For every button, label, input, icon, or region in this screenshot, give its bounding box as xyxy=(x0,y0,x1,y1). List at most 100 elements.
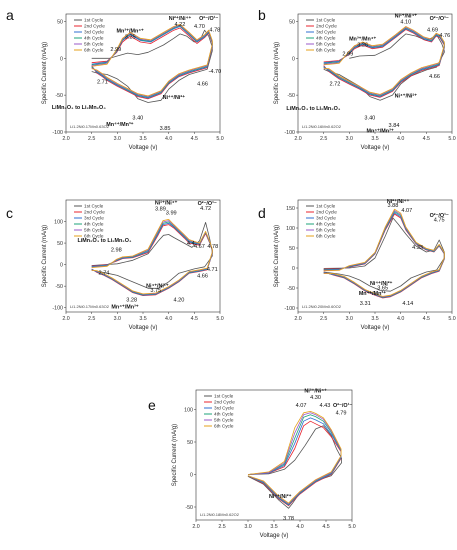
legend-entry: 5th Cycle xyxy=(316,42,336,47)
series-group xyxy=(247,411,342,509)
annotation-label: 4.33 xyxy=(412,245,423,251)
annotation-label: Ni⁴⁺/Ni²⁺ xyxy=(269,494,292,500)
x-tick-label: 4.5 xyxy=(423,136,430,142)
annotation-label: 4.43 xyxy=(320,403,331,409)
legend-entry: 6th Cycle xyxy=(214,424,234,429)
annotation-label: Mn³⁺/Mn⁴⁺ xyxy=(349,37,376,43)
composition-label: Li1.2Ni0.17Mn0.63O2 xyxy=(70,304,110,309)
annotation-label: 4.07 xyxy=(296,403,307,409)
series-line-6th-cycle xyxy=(91,219,213,295)
annotation-label: 4.78 xyxy=(207,244,218,250)
x-tick-label: 5.0 xyxy=(448,136,455,142)
legend-box xyxy=(201,391,235,429)
composition-label: Li1.2Ni0.17Mn0.63O2 xyxy=(70,124,110,129)
x-tick-label: 3.5 xyxy=(371,316,378,322)
annotation-label: 3.40 xyxy=(364,115,375,121)
x-axis-title: Voltage (v) xyxy=(129,325,158,331)
annotation-label: 4.69 xyxy=(427,28,438,34)
x-tick-label: 4.5 xyxy=(322,524,329,530)
annotation-label: Ni⁴⁺/Ni²⁺ xyxy=(370,281,393,287)
annotation-label: Ni²⁺/Ni⁴⁺ xyxy=(155,200,178,206)
series-group xyxy=(323,208,445,299)
legend-entry: 6th Cycle xyxy=(84,48,104,53)
y-tick-label: -50 xyxy=(55,284,63,290)
annotation-label: Mn⁴⁺/Mn³⁺ xyxy=(359,291,386,297)
y-tick-label: 100 xyxy=(286,226,295,232)
annotation-label: 4.22 xyxy=(175,22,186,28)
y-tick-label: 150 xyxy=(286,206,295,212)
legend-entry: 4th Cycle xyxy=(316,222,336,227)
x-axis-title: Voltage (v) xyxy=(129,145,158,151)
x-tick-label: 3.5 xyxy=(371,136,378,142)
annotation-label: 4.76 xyxy=(439,33,450,39)
legend-entry: 1st Cycle xyxy=(84,18,104,23)
x-tick-label: 4.0 xyxy=(165,316,172,322)
panel-letter-d: d xyxy=(258,205,266,221)
series-line-4th-cycle xyxy=(91,25,213,98)
panel-b: b 2.0 2.5 3.0 3.5 4.0 4.5 5.0 -100 -50 0 50 Voltage … xyxy=(258,7,456,151)
annotation-label: O²⁻/O¹⁻ xyxy=(198,201,217,207)
x-axis-title: Voltage (v) xyxy=(361,145,390,151)
legend-entry: 1st Cycle xyxy=(84,204,104,209)
annotation-label: 3.40 xyxy=(132,115,143,121)
legend-entry: 4th Cycle xyxy=(84,36,104,41)
legend-entry: 3rd Cycle xyxy=(316,30,336,35)
annotation-label: 4.66 xyxy=(197,274,208,280)
series-line-6th-cycle xyxy=(323,208,445,297)
y-tick-label: 0 xyxy=(292,56,295,62)
legend-entry: 5th Cycle xyxy=(214,418,234,423)
legend-entry: 6th Cycle xyxy=(84,234,104,239)
annotation-label: 4.14 xyxy=(402,301,413,307)
annotation-label: 4.07 xyxy=(401,208,412,214)
y-axis-title: Specific Current (mA/g) xyxy=(42,225,48,287)
legend-entry: 2nd Cycle xyxy=(316,24,337,29)
legend-entry: 3rd Cycle xyxy=(316,216,336,221)
y-tick-label: 50 xyxy=(57,19,63,25)
x-tick-label: 4.5 xyxy=(191,316,198,322)
legend-entry: 1st Cycle xyxy=(316,18,336,23)
series-line-1st-cycle xyxy=(247,425,342,509)
x-tick-label: 5.0 xyxy=(216,316,223,322)
series-line-5th-cycle xyxy=(91,24,213,97)
legend-entry: 3rd Cycle xyxy=(84,30,104,35)
annotation-label: 4.10 xyxy=(400,20,411,26)
composition-label: Li1.2Ni0.20Mn0.60O2 xyxy=(302,304,342,309)
y-tick-label: 100 xyxy=(54,220,63,226)
panel-a: a 2.0 2.5 3.0 3.5 4.0 4.5 5.0 -100 -50 0 50 Voltage … xyxy=(6,7,224,151)
annotation-label: 4.75 xyxy=(434,218,445,224)
x-tick-label: 3.5 xyxy=(139,316,146,322)
annotation-label: -4.70 xyxy=(208,69,221,75)
annotation-label: 4.71 xyxy=(207,267,218,273)
annotation-label: LiMn₂O₄ to Li₂Mn₂O₄ xyxy=(52,105,106,111)
annotation-label: 4.66 xyxy=(197,82,208,88)
legend-entry: 4th Cycle xyxy=(316,36,336,41)
annotation-label: LiMn₂O₄ to Li₂Mn₂O₄ xyxy=(286,106,340,112)
annotation-label: Ni²⁺/Ni⁴⁺ xyxy=(395,14,418,20)
annotation-label: Mn⁴⁺/Mn³⁺ xyxy=(367,129,394,135)
legend-entry: 6th Cycle xyxy=(316,234,336,239)
y-tick-label: -50 xyxy=(287,93,295,99)
panel-letter-e: e xyxy=(148,397,156,413)
x-tick-label: 4.5 xyxy=(191,136,198,142)
series-line-6th-cycle xyxy=(323,26,445,95)
composition-label: Li1.2Ni0.16Mn0.62O2 xyxy=(302,124,342,129)
x-tick-label: 5.0 xyxy=(448,316,455,322)
y-tick-label: 0 xyxy=(60,263,63,269)
y-tick-label: 50 xyxy=(289,19,295,25)
annotation-label: 4.79 xyxy=(336,411,347,417)
series-group xyxy=(91,219,213,296)
legend-entry: 5th Cycle xyxy=(84,42,104,47)
series-group xyxy=(91,23,213,103)
annotation-label: 3.31 xyxy=(360,301,371,307)
x-tick-label: 2.5 xyxy=(320,136,327,142)
x-tick-label: 3.5 xyxy=(270,524,277,530)
annotation-label: 2.98 xyxy=(111,248,122,254)
series-line-6th-cycle xyxy=(247,411,342,504)
legend-entry: 1st Cycle xyxy=(316,204,336,209)
x-tick-label: 3.0 xyxy=(346,136,353,142)
annotation-label: 2.74 xyxy=(99,271,110,277)
legend-entry: 4th Cycle xyxy=(84,222,104,227)
x-tick-label: 2.5 xyxy=(88,136,95,142)
annotation-label: LiMn₂O₄ to Li₂Mn₂O₄ xyxy=(78,238,132,244)
